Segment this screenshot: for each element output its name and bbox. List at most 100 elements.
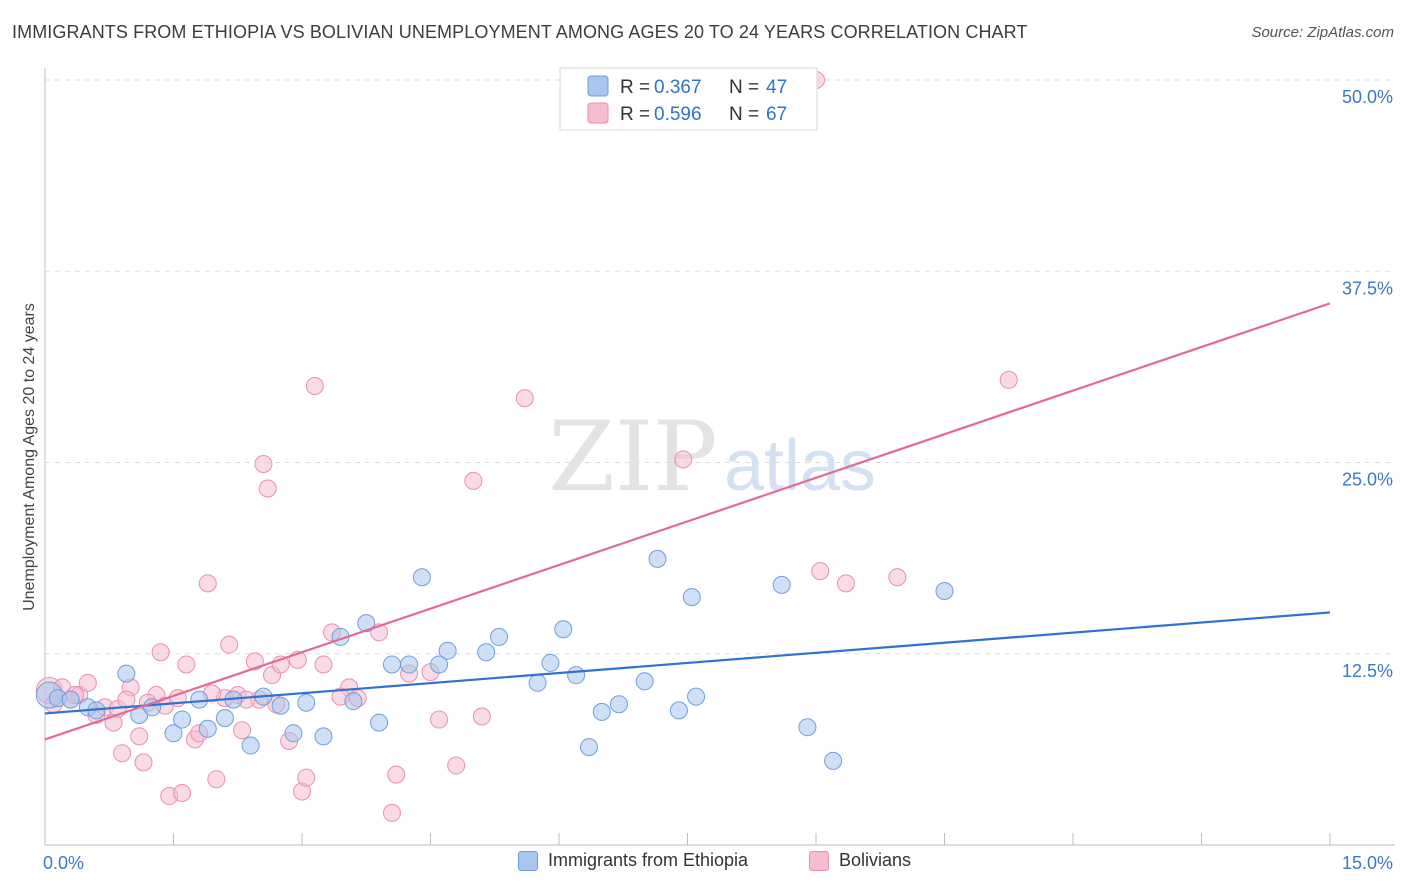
point-blue-25 bbox=[400, 655, 419, 674]
point-blue-38 bbox=[635, 672, 654, 691]
legend-item-ethiopia: Immigrants from Ethiopia bbox=[518, 850, 748, 871]
axes bbox=[44, 68, 1395, 846]
tick-labels: 12.5% 25.0% 37.5% 50.0% 0.0% 15.0% bbox=[43, 87, 1393, 873]
point-blue-21 bbox=[344, 692, 363, 711]
point-pink-37 bbox=[297, 768, 316, 787]
x-tick-label-0: 0.0% bbox=[43, 853, 84, 873]
legend-top: R = 0.367 N = 47 R = 0.596 N = 67 bbox=[559, 67, 818, 131]
point-blue-10 bbox=[190, 690, 209, 709]
point-pink-27 bbox=[233, 721, 252, 740]
legend-item-bolivians: Bolivians bbox=[809, 850, 911, 871]
point-blue-46 bbox=[935, 582, 954, 601]
point-blue-22 bbox=[357, 614, 376, 633]
watermark: ZIP atlas bbox=[548, 401, 876, 513]
point-pink-18 bbox=[173, 783, 192, 802]
point-blue-28 bbox=[438, 641, 457, 660]
point-blue-26 bbox=[412, 568, 431, 587]
point-pink-48 bbox=[430, 710, 449, 729]
point-pink-11 bbox=[130, 727, 149, 746]
point-pink-38 bbox=[305, 377, 324, 395]
point-pink-39 bbox=[314, 655, 333, 674]
legend-bottom: Immigrants from Ethiopia Bolivians bbox=[0, 850, 1406, 878]
point-blue-34 bbox=[567, 666, 586, 685]
point-pink-45 bbox=[387, 765, 406, 784]
legend-label-ethiopia: Immigrants from Ethiopia bbox=[548, 850, 749, 870]
point-blue-29 bbox=[477, 643, 496, 662]
point-pink-5 bbox=[78, 673, 97, 692]
point-pink-44 bbox=[382, 803, 401, 822]
trend-line-pink bbox=[44, 302, 1331, 741]
legend-r-label-blue: R = bbox=[620, 77, 650, 98]
legend-swatch-bolivians bbox=[809, 850, 829, 871]
point-pink-55 bbox=[836, 574, 855, 593]
point-blue-24 bbox=[382, 655, 401, 674]
point-blue-11 bbox=[198, 719, 217, 738]
point-blue-27 bbox=[430, 655, 449, 674]
point-blue-7 bbox=[143, 698, 162, 717]
point-blue-17 bbox=[284, 724, 303, 743]
legend-n-value-blue: 47 bbox=[766, 77, 787, 98]
point-pink-23 bbox=[207, 770, 226, 789]
x-tick-label-1: 15.0% bbox=[1342, 853, 1393, 873]
point-blue-44 bbox=[798, 718, 817, 737]
point-blue-37 bbox=[609, 695, 628, 714]
point-pink-66 bbox=[117, 690, 136, 709]
point-blue-30 bbox=[490, 627, 509, 646]
legend-n-value-pink: 67 bbox=[766, 104, 787, 125]
point-pink-52 bbox=[515, 389, 534, 408]
point-blue-42 bbox=[687, 687, 706, 706]
point-pink-12 bbox=[134, 753, 153, 772]
point-pink-9 bbox=[113, 744, 132, 763]
point-pink-56 bbox=[888, 568, 907, 587]
y-tick-label-0: 12.5% bbox=[1342, 661, 1393, 681]
point-blue-19 bbox=[314, 727, 333, 746]
point-pink-54 bbox=[811, 562, 830, 581]
point-blue-39 bbox=[648, 549, 667, 568]
point-blue-36 bbox=[592, 702, 611, 721]
point-blue-41 bbox=[682, 588, 701, 607]
watermark-zip: ZIP bbox=[548, 401, 717, 513]
trend-lines bbox=[44, 302, 1331, 741]
point-pink-25 bbox=[220, 635, 239, 654]
trend-line-blue bbox=[44, 611, 1331, 715]
point-pink-53 bbox=[674, 450, 693, 469]
point-pink-14 bbox=[151, 643, 170, 662]
y-tick-label-3: 50.0% bbox=[1342, 87, 1393, 107]
legend-r-value-pink: 0.596 bbox=[654, 104, 702, 125]
point-blue-40 bbox=[669, 701, 688, 720]
legend-n-label-blue: N = bbox=[729, 77, 759, 98]
legend-n-label-pink: N = bbox=[729, 104, 759, 125]
point-pink-50 bbox=[464, 471, 483, 490]
legend-swatch-blue bbox=[587, 75, 609, 97]
y-tick-label-1: 25.0% bbox=[1342, 470, 1393, 490]
point-blue-14 bbox=[241, 736, 260, 755]
series-immigrants-from-ethiopia bbox=[35, 549, 954, 770]
point-blue-32 bbox=[541, 653, 560, 672]
legend-swatch-ethiopia bbox=[518, 850, 538, 871]
point-blue-2 bbox=[61, 690, 80, 709]
point-blue-45 bbox=[824, 751, 843, 770]
legend-r-label-pink: R = bbox=[620, 104, 650, 125]
legend-label-bolivians: Bolivians bbox=[839, 850, 912, 870]
point-blue-35 bbox=[579, 738, 598, 757]
point-pink-31 bbox=[258, 479, 277, 498]
point-pink-19 bbox=[177, 655, 196, 674]
point-pink-57 bbox=[999, 370, 1018, 389]
point-blue-8 bbox=[164, 724, 183, 743]
point-blue-33 bbox=[554, 620, 573, 639]
legend-r-value-blue: 0.367 bbox=[654, 77, 702, 98]
y-tick-label-2: 37.5% bbox=[1342, 278, 1393, 298]
point-blue-23 bbox=[370, 713, 389, 732]
point-blue-43 bbox=[772, 575, 791, 594]
source-label: Source: ZipAtlas.com bbox=[1251, 24, 1394, 41]
point-blue-5 bbox=[117, 664, 136, 683]
point-pink-51 bbox=[472, 707, 491, 726]
point-blue-31 bbox=[528, 673, 547, 692]
point-blue-16 bbox=[271, 696, 290, 715]
chart-title: IMMIGRANTS FROM ETHIOPIA VS BOLIVIAN UNE… bbox=[12, 22, 1028, 42]
point-pink-22 bbox=[198, 574, 217, 593]
point-blue-18 bbox=[297, 693, 316, 712]
point-blue-9 bbox=[173, 710, 192, 729]
point-blue-12 bbox=[215, 709, 234, 728]
